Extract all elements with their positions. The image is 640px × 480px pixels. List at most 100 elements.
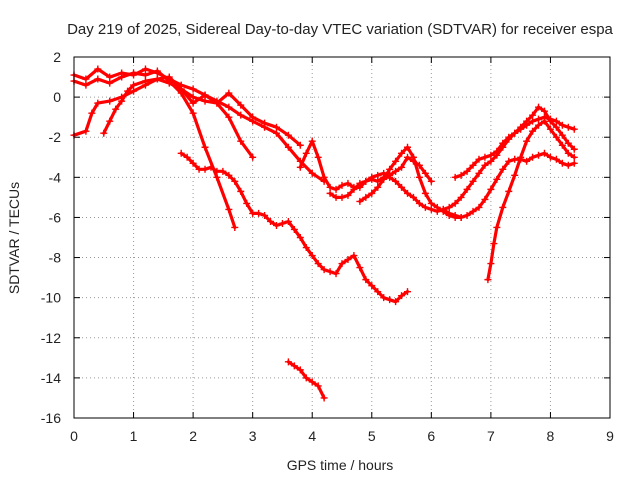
data-point [284, 143, 292, 151]
data-point [201, 143, 209, 151]
data-point [529, 111, 537, 119]
data-point [368, 189, 376, 197]
data-point [308, 378, 316, 386]
data-point [558, 141, 566, 149]
y-tick-label: -12 [41, 330, 61, 346]
data-point [320, 394, 328, 402]
data-point [540, 107, 548, 115]
data-point [523, 121, 531, 129]
x-tick-label: 0 [70, 428, 78, 444]
data-point [225, 103, 233, 111]
series-line [72, 67, 326, 183]
data-point [106, 117, 114, 125]
data-point [141, 71, 149, 79]
data-point [249, 113, 257, 121]
data-point [290, 225, 298, 233]
data-point [368, 282, 376, 290]
data-point [189, 159, 197, 167]
data-point [106, 79, 114, 87]
data-point [558, 121, 566, 129]
data-point [130, 69, 138, 77]
x-tick-labels: 0 1 2 3 4 5 6 7 8 9 [70, 428, 614, 444]
series-arc-6 [284, 358, 328, 402]
data-point [213, 173, 221, 181]
data-point [481, 161, 489, 169]
data-point [272, 123, 280, 131]
data-point [177, 85, 185, 93]
data-point [552, 133, 560, 141]
data-point [490, 240, 498, 248]
data-point [386, 165, 394, 173]
data-point [165, 79, 173, 87]
series-arc-11 [451, 113, 578, 181]
data-point [332, 193, 340, 201]
data-point [332, 270, 340, 278]
series-arc-5 [177, 149, 412, 306]
data-point [469, 207, 477, 215]
data-point [570, 145, 578, 153]
data-point [404, 153, 412, 161]
data-point [511, 129, 519, 137]
data-point [469, 177, 477, 185]
data-point [356, 264, 364, 272]
data-point [302, 244, 310, 252]
data-point [499, 139, 507, 147]
chart-title: Day 219 of 2025, Sidereal Day-to-day VTE… [67, 21, 613, 38]
x-tick-label: 3 [249, 428, 257, 444]
data-point [558, 131, 566, 139]
data-point [570, 159, 578, 167]
data-point [88, 109, 96, 117]
data-point [564, 123, 572, 131]
data-point [469, 161, 477, 169]
data-point [100, 129, 108, 137]
data-point [505, 187, 513, 195]
data-point [523, 157, 531, 165]
series-arc-4 [100, 75, 304, 149]
data-point [535, 115, 543, 123]
data-point [237, 101, 245, 109]
data-point [511, 171, 519, 179]
data-point [540, 117, 548, 125]
data-point [481, 195, 489, 203]
data-point [320, 266, 328, 274]
data-point [225, 205, 233, 213]
data-point [362, 177, 370, 185]
y-tick-label: -14 [41, 370, 61, 386]
data-point [392, 167, 400, 175]
data-point [392, 298, 400, 306]
data-point [338, 181, 346, 189]
data-point [404, 288, 412, 296]
data-point [427, 199, 435, 207]
data-point [237, 187, 245, 195]
data-point [392, 177, 400, 185]
data-point [261, 211, 269, 219]
data-point [153, 75, 161, 83]
data-point [398, 163, 406, 171]
data-point [552, 155, 560, 163]
data-point [535, 103, 543, 111]
data-point [219, 167, 227, 175]
data-point [201, 165, 209, 173]
data-point [153, 67, 161, 75]
data-point [374, 171, 382, 179]
data-point [463, 211, 471, 219]
series-arc-9 [356, 143, 578, 221]
series-line [102, 77, 302, 147]
data-point [362, 276, 370, 284]
data-point [457, 193, 465, 201]
data-point [404, 189, 412, 197]
data-point [243, 199, 251, 207]
data-point [314, 382, 322, 390]
data-point [237, 111, 245, 119]
x-tick-label: 1 [130, 428, 138, 444]
data-point [517, 153, 525, 161]
x-tick-label: 2 [189, 428, 197, 444]
data-point [475, 169, 483, 177]
data-point [570, 125, 578, 133]
data-point [296, 366, 304, 374]
data-point [130, 87, 138, 95]
data-point [421, 189, 429, 197]
data-point [344, 256, 352, 264]
data-point [302, 374, 310, 382]
data-point [540, 149, 548, 157]
